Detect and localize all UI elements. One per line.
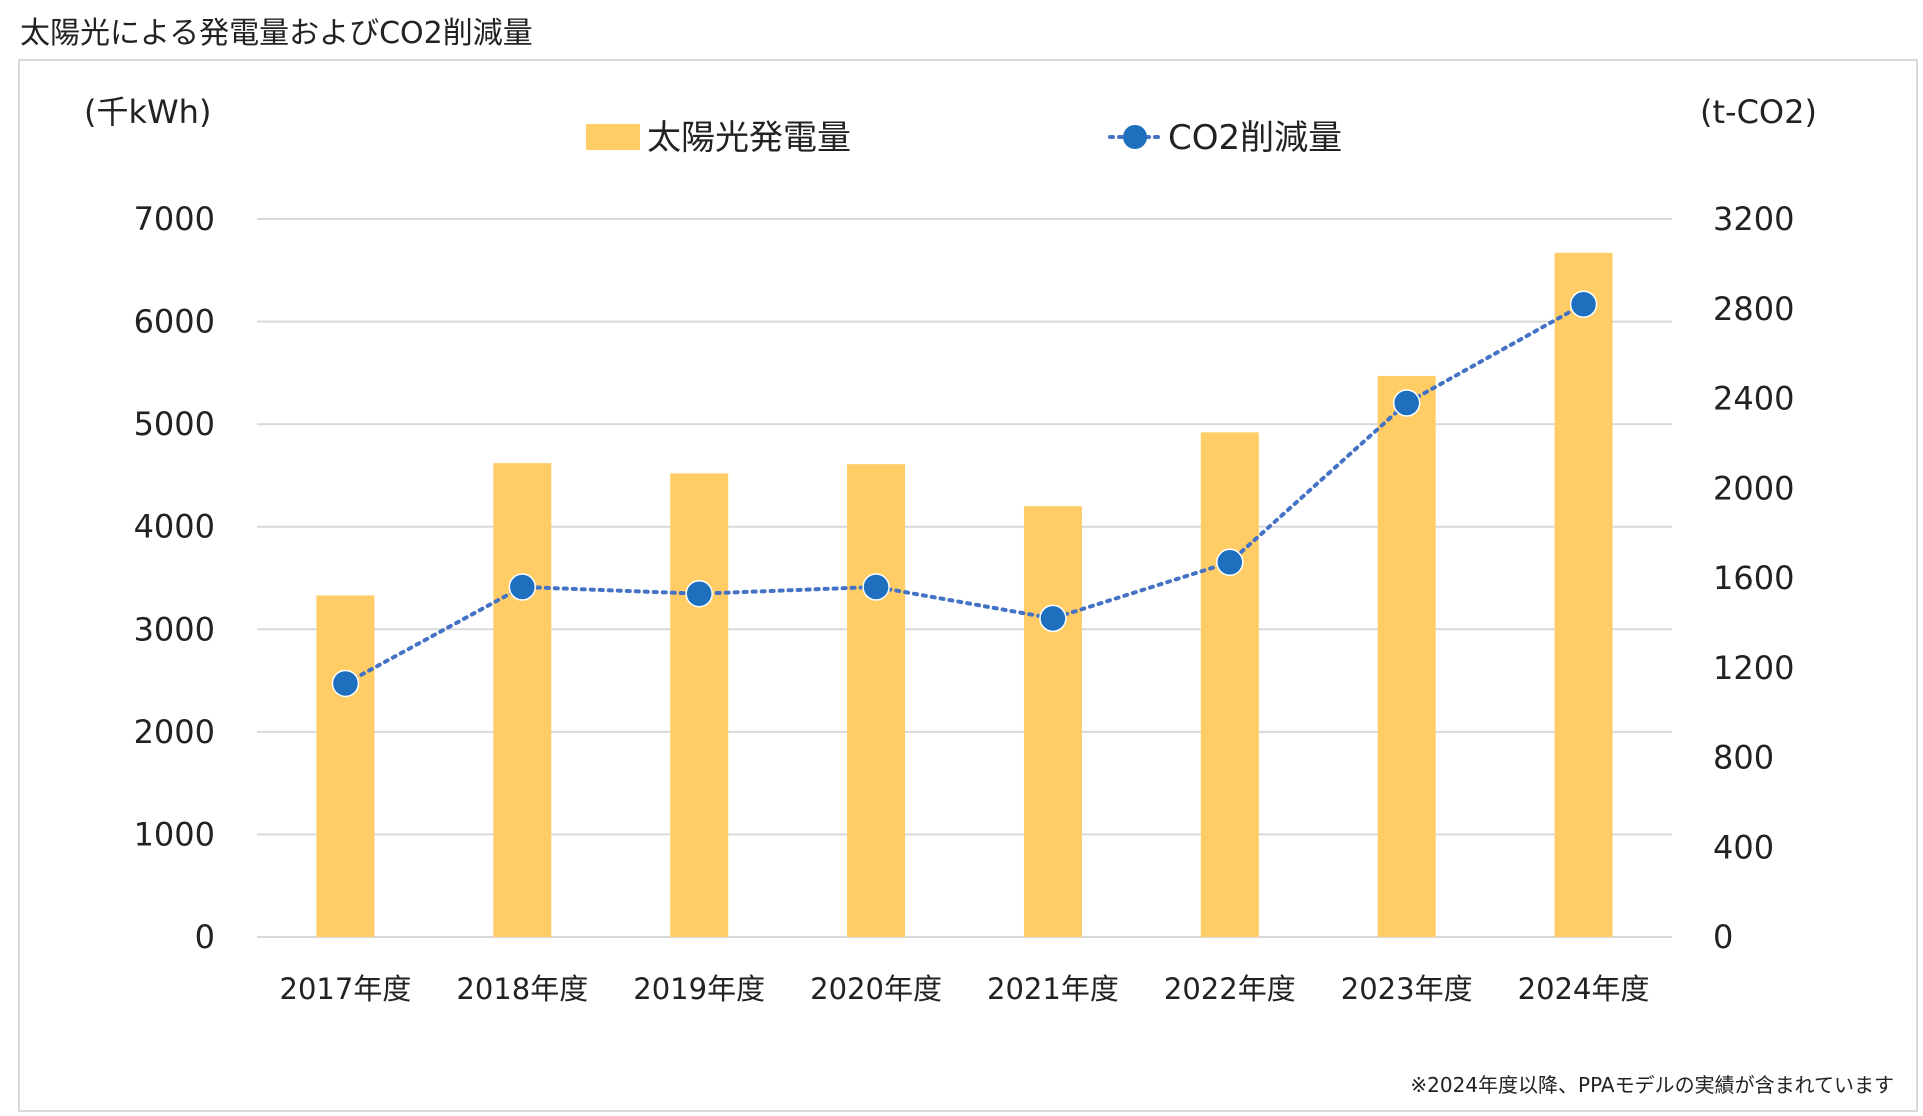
co2-line	[343, 302, 1586, 686]
bar	[670, 473, 729, 937]
data-point	[1039, 604, 1067, 633]
y-right-tick-label: 2800	[1713, 290, 1794, 328]
y-left-axis-label: (千kWh)	[84, 93, 211, 131]
bar	[1023, 506, 1082, 937]
x-tick-label: 2023年度	[1341, 972, 1473, 1006]
y-right-axis-label: (t-CO2)	[1700, 93, 1817, 131]
data-point	[1216, 548, 1244, 577]
legend-marker	[1123, 125, 1147, 149]
legend-label-bar: 太陽光発電量	[647, 118, 851, 158]
footnote: ※2024年度以降、PPAモデルの実績が含まれています	[1410, 1073, 1894, 1097]
y-right-tick-label: 2400	[1713, 380, 1794, 418]
data-point	[685, 579, 713, 608]
x-tick-label: 2020年度	[810, 972, 942, 1006]
x-tick-label: 2022年度	[1164, 972, 1296, 1006]
chart-frame: 0 1000 2000 3000 4000 5000 6000 7000 0 400 800 1200…	[18, 59, 1918, 1112]
legend-swatch-bar	[586, 124, 640, 150]
y-left-tick-label: 2000	[134, 713, 215, 751]
bar	[316, 595, 375, 937]
y-left-tick-label: 1000	[134, 815, 215, 853]
x-tick-label: 2021年度	[987, 972, 1119, 1006]
y-right-tick-label: 0	[1713, 918, 1733, 956]
y-right-tick-label: 1600	[1713, 559, 1794, 597]
data-point	[331, 669, 360, 698]
y-right-tick-label: 400	[1713, 828, 1774, 866]
bar	[1377, 375, 1436, 937]
data-point	[1392, 389, 1421, 417]
bar	[1554, 252, 1613, 937]
bar	[847, 464, 906, 937]
bar	[493, 463, 552, 937]
y-right-tick-label: 800	[1713, 739, 1774, 777]
y-left-tick-label: 6000	[134, 303, 215, 341]
y-left-tick-label: 7000	[134, 200, 215, 238]
bar	[1200, 432, 1259, 937]
y-right-tick-label: 1200	[1713, 649, 1794, 687]
data-point	[508, 573, 537, 601]
y-right-tick-label: 2000	[1713, 469, 1794, 507]
combo-chart: 0 1000 2000 3000 4000 5000 6000 7000 0 400 800 1200…	[84, 93, 1817, 1006]
y-left-tick-label: 3000	[134, 610, 215, 648]
y-left-tick-label: 0	[195, 918, 215, 956]
y-left-tick-label: 5000	[134, 405, 215, 443]
x-tick-label: 2017年度	[280, 972, 412, 1006]
y-left-tick-label: 4000	[134, 508, 215, 546]
page-title: 太陽光による発電量およびCO2削減量	[20, 16, 533, 51]
data-point	[862, 573, 890, 601]
data-point	[1569, 290, 1598, 319]
legend-label-line: CO2削減量	[1168, 118, 1342, 158]
x-tick-label: 2019年度	[633, 972, 765, 1006]
x-tick-label: 2018年度	[456, 972, 588, 1006]
y-right-tick-label: 3200	[1713, 200, 1794, 238]
x-tick-label: 2024年度	[1518, 972, 1650, 1006]
